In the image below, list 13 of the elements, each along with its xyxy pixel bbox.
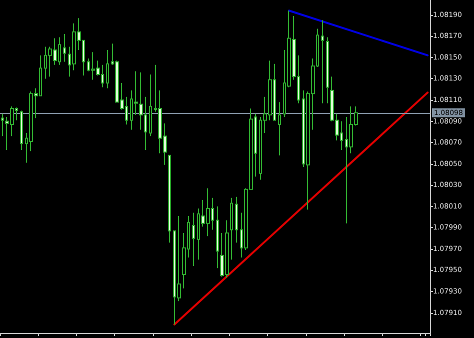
candlestick	[192, 212, 195, 266]
candlestick	[63, 34, 66, 62]
candlestick	[216, 206, 219, 269]
candlestick	[20, 110, 23, 151]
candlestick	[235, 196, 238, 244]
candlestick	[106, 50, 109, 89]
candlestick	[326, 36, 329, 104]
candlestick	[278, 102, 281, 156]
candlestick	[230, 197, 233, 260]
candlestick	[321, 20, 324, 104]
candlestick	[149, 74, 152, 137]
candlestick	[168, 154, 171, 244]
candlestick	[1, 113, 4, 137]
